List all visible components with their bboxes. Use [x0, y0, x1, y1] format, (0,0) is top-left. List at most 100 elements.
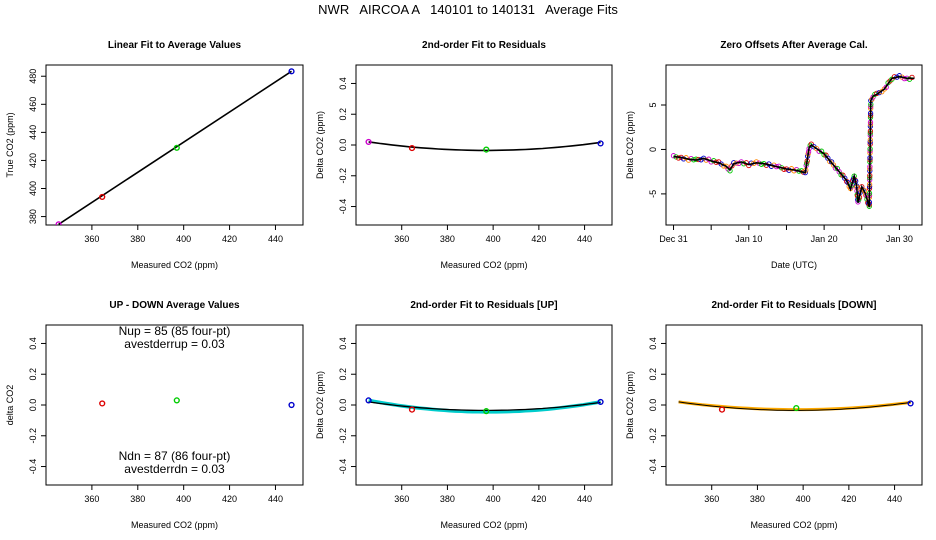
annotation-text: Nup = 85 (85 four-pt) — [119, 324, 231, 338]
data-point — [597, 140, 604, 147]
plot-frame — [45, 64, 304, 226]
x-tick-label: 360 — [84, 234, 99, 244]
data-point — [99, 400, 106, 407]
x-axis-label: Measured CO2 (ppm) — [131, 260, 218, 270]
y-tick-label: 0.0 — [648, 399, 658, 412]
x-tick-label: Jan 30 — [886, 234, 913, 244]
data-point — [718, 406, 726, 413]
x-tick-label: 380 — [130, 494, 145, 504]
x-tick-label: 420 — [222, 494, 237, 504]
y-tick-label: 0.2 — [338, 108, 348, 121]
x-tick-label: 400 — [486, 234, 501, 244]
plot-area — [55, 68, 295, 225]
data-point — [793, 404, 800, 412]
y-tick-label: 0.4 — [648, 337, 658, 350]
x-tick-label: 380 — [440, 234, 455, 244]
data-point — [55, 221, 62, 225]
data-point — [173, 397, 180, 404]
y-tick-label: 0.4 — [338, 337, 348, 350]
x-tick-label: 440 — [268, 494, 283, 504]
data-point — [365, 138, 372, 146]
y-tick-label: 400 — [28, 181, 38, 196]
y-tick-label: -0.2 — [28, 428, 38, 444]
y-tick-label: 0.4 — [338, 77, 348, 90]
chart-title: Zero Offsets After Average Cal. — [720, 40, 867, 51]
y-tick-label: -5 — [648, 190, 658, 198]
data-point — [408, 144, 416, 152]
x-tick-label: Jan 20 — [811, 234, 838, 244]
x-tick-label: 420 — [222, 234, 237, 244]
x-tick-label: 400 — [176, 494, 191, 504]
offset-marker — [670, 153, 677, 159]
plot-area — [365, 138, 604, 153]
y-tick-label: 5 — [648, 102, 658, 107]
data-point — [483, 146, 490, 153]
chart-p5: 2nd-order Fit to Residuals [UP] 360 380 400… — [315, 300, 613, 530]
plot-frame — [665, 64, 923, 226]
y-axis-label: Delta CO2 (ppm) — [315, 111, 325, 179]
chart-title: 2nd-order Fit to Residuals [UP] — [410, 300, 557, 311]
y-axis-label: Delta CO2 (ppm) — [625, 371, 635, 439]
chart-title: 2nd-order Fit to Residuals — [422, 40, 546, 51]
chart-p6: 2nd-order Fit to Residuals [DOWN] 360 380 4… — [625, 300, 923, 530]
x-tick-label: 360 — [704, 494, 719, 504]
y-tick-label: -0.2 — [648, 428, 658, 444]
y-tick-label: 0.4 — [28, 337, 38, 350]
x-tick-label: 420 — [841, 494, 856, 504]
x-tick-label: 380 — [750, 494, 765, 504]
data-point — [99, 193, 106, 201]
annotation-text: Ndn = 87 (86 four-pt) — [119, 449, 231, 463]
data-point — [597, 398, 604, 406]
data-point — [408, 406, 416, 413]
plot-area — [99, 397, 295, 409]
x-axis-label: Measured CO2 (ppm) — [440, 520, 527, 530]
data-point — [288, 401, 295, 409]
plot-area — [670, 73, 915, 209]
x-tick-label: 380 — [440, 494, 455, 504]
x-axis-label: Date (UTC) — [771, 260, 817, 270]
x-axis-label: Measured CO2 (ppm) — [131, 520, 218, 530]
chart-p3: Zero Offsets After Average Cal. Dec 31 Jan… — [625, 40, 923, 270]
y-tick-label: -0.4 — [338, 199, 348, 215]
x-tick-label: 440 — [577, 234, 592, 244]
chart-p1: Linear Fit to Average Values 360 380 400 420… — [5, 40, 304, 270]
y-tick-label: 0.0 — [28, 399, 38, 412]
offset-marker — [909, 74, 915, 81]
y-tick-label: 380 — [28, 209, 38, 224]
offset-marker — [883, 84, 889, 90]
chart-title: UP - DOWN Average Values — [109, 300, 240, 311]
y-tick-label: 0.2 — [28, 368, 38, 381]
y-axis-label: True CO2 (ppm) — [5, 112, 15, 177]
y-tick-label: 460 — [28, 97, 38, 112]
x-axis-label: Measured CO2 (ppm) — [440, 260, 527, 270]
x-tick-label: 420 — [531, 234, 546, 244]
x-tick-label: 440 — [887, 494, 902, 504]
x-tick-label: 440 — [577, 494, 592, 504]
y-tick-label: -0.4 — [648, 459, 658, 475]
chart-p2: 2nd-order Fit to Residuals 360 380 400 420 44… — [315, 40, 613, 270]
x-tick-label: 400 — [796, 494, 811, 504]
y-tick-label: 440 — [28, 125, 38, 140]
y-tick-label: 420 — [28, 153, 38, 168]
offset-marker — [808, 141, 814, 147]
data-point — [365, 397, 372, 404]
annotation-text: avestderrdn = 0.03 — [124, 462, 225, 476]
offset-marker — [753, 159, 760, 165]
y-tick-label: -0.2 — [338, 428, 348, 444]
y-tick-label: 480 — [28, 69, 38, 84]
x-tick-label: 420 — [531, 494, 546, 504]
chart-title: 2nd-order Fit to Residuals [DOWN] — [712, 300, 877, 311]
x-tick-label: 360 — [84, 494, 99, 504]
x-tick-label: 360 — [394, 494, 409, 504]
x-tick-label: 380 — [130, 234, 145, 244]
page-title: NWR AIRCOA A 140101 to 140131 Average Fi… — [318, 2, 618, 17]
y-tick-label: -0.4 — [338, 459, 348, 475]
x-tick-label: 440 — [268, 234, 283, 244]
series-line — [673, 75, 915, 208]
data-point — [288, 68, 295, 75]
y-axis-label: Delta CO2 (ppm) — [625, 111, 635, 179]
x-tick-label: Dec 31 — [659, 234, 688, 244]
y-tick-label: 0.0 — [338, 139, 348, 152]
y-axis-label: delta CO2 — [5, 385, 15, 426]
